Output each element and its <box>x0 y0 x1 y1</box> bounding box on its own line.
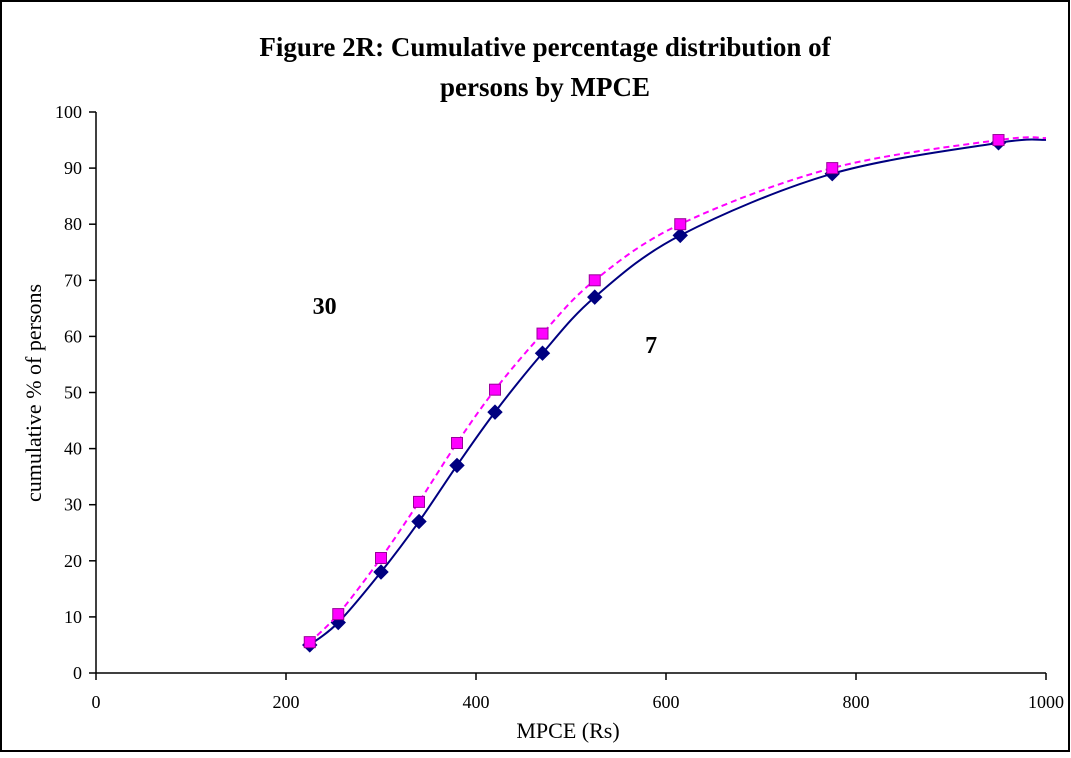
data-point-diamond <box>487 404 503 420</box>
data-point-diamond <box>449 457 465 474</box>
y-tick-label: 50 <box>64 383 82 403</box>
data-point-square <box>332 608 345 621</box>
y-tick-label: 20 <box>64 551 82 571</box>
y-tick-label: 0 <box>73 663 82 683</box>
y-tick-label: 100 <box>55 102 82 122</box>
annotation-label: 30 <box>313 294 337 320</box>
data-point-diamond <box>587 289 603 305</box>
data-point-square <box>588 274 601 287</box>
data-point-square <box>992 134 1005 147</box>
y-tick-label: 80 <box>64 214 82 234</box>
annotations: 30 7 <box>313 294 657 359</box>
y-tick-label: 60 <box>64 326 82 346</box>
x-tick-label: 0 <box>92 692 101 712</box>
chart-title-line-1: Figure 2R: Cumulative percentage distrib… <box>259 32 831 62</box>
data-point-square <box>674 218 687 231</box>
x-tick-label: 800 <box>843 692 870 712</box>
data-point-square <box>303 636 316 649</box>
x-tick-label: 600 <box>653 692 680 712</box>
y-tick-label: 40 <box>64 439 82 459</box>
data-point-square <box>536 327 549 340</box>
data-point-square <box>826 162 839 175</box>
chart-title-line-2: persons by MPCE <box>440 72 650 102</box>
data-point-diamond <box>672 227 688 244</box>
data-point-square <box>413 495 425 508</box>
data-point-square <box>489 383 501 396</box>
x-tick-label: 400 <box>463 692 490 712</box>
x-axis-label: MPCE (Rs) <box>516 718 619 743</box>
data-point-diamond <box>373 564 389 580</box>
y-tick-label: 90 <box>64 158 82 178</box>
x-tick-label: 200 <box>273 692 300 712</box>
y-axis-label: cumulative % of persons <box>21 284 46 502</box>
annotation-label: 7 <box>645 333 657 359</box>
series-group <box>302 134 1047 653</box>
y-tick-label: 30 <box>64 495 82 515</box>
x-tick-label: 1000 <box>1028 692 1064 712</box>
series-2 <box>303 134 1047 649</box>
y-tick-label: 10 <box>64 607 82 627</box>
data-point-diamond <box>534 345 551 361</box>
y-tick-label: 70 <box>64 270 82 290</box>
data-point-diamond <box>411 513 427 530</box>
data-point-square <box>375 551 387 564</box>
data-point-square <box>451 436 463 449</box>
